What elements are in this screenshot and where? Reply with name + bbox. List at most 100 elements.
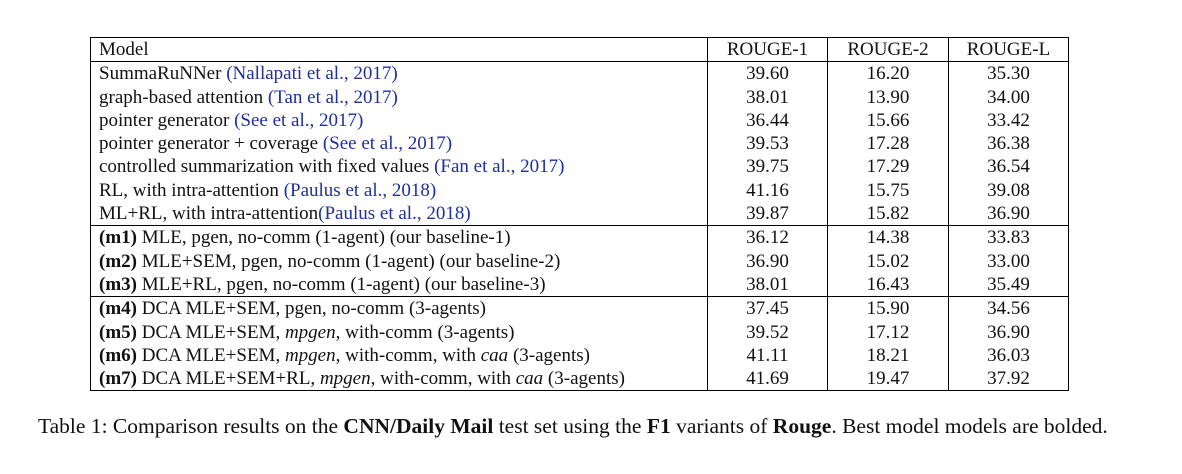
rouge-l-cell: 36.03 — [948, 343, 1069, 368]
table-row: (m7) DCA MLE+SEM+RL, mpgen, with-comm, w… — [90, 367, 1069, 391]
text-segment: MLE, pgen, no-comm (1-agent) (our baseli… — [136, 227, 511, 249]
citation: (See et al., 2017) — [322, 133, 453, 155]
rouge-2-cell: 16.20 — [827, 61, 949, 86]
rouge-1-cell: 36.44 — [707, 108, 828, 133]
rouge-1-cell: 41.16 — [707, 178, 828, 203]
rouge-l-cell: 33.42 — [948, 108, 1069, 133]
text-segment: mpgen — [319, 368, 371, 390]
header-rouge-2: ROUGE-2 — [827, 37, 949, 62]
rouge-1-cell: 39.52 — [707, 320, 828, 344]
text-segment: , with-comm (3-agents) — [335, 321, 515, 343]
text-segment: DCA MLE+SEM, — [136, 344, 285, 366]
rouge-1-cell: 39.60 — [707, 61, 828, 86]
text-segment: pointer generator — [99, 109, 235, 131]
rouge-l-cell: 37.92 — [948, 367, 1069, 391]
rouge-2-cell: 17.28 — [827, 132, 949, 156]
text-segment: (3-agents) — [508, 344, 590, 366]
group-dca-models: (m4) DCA MLE+SEM, pgen, no-comm (3-agent… — [90, 296, 1069, 391]
rouge-l-cell: 36.54 — [948, 155, 1069, 179]
rouge-l-cell: 36.38 — [948, 132, 1069, 156]
model-cell: pointer generator + coverage (See et al.… — [90, 132, 708, 156]
text-segment: . Best model models are bolded. — [831, 414, 1108, 438]
model-cell: graph-based attention (Tan et al., 2017) — [90, 85, 708, 109]
model-id: Rouge — [772, 414, 832, 438]
model-cell: (m6) DCA MLE+SEM, mpgen, with-comm, with… — [90, 343, 708, 368]
text-segment: ML+RL, with intra-attention — [99, 203, 319, 225]
model-cell: (m2) MLE+SEM, pgen, no-comm (1-agent) (o… — [90, 249, 708, 273]
rouge-2-cell: 15.75 — [827, 178, 949, 203]
text-segment: DCA MLE+SEM, — [136, 321, 285, 343]
rouge-2-cell: 14.38 — [827, 225, 949, 250]
model-cell: ML+RL, with intra-attention(Paulus et al… — [90, 202, 708, 226]
text-segment: controlled summarization with fixed valu… — [99, 156, 435, 178]
model-cell: (m4) DCA MLE+SEM, pgen, no-comm (3-agent… — [90, 296, 708, 321]
rouge-2-cell: 15.66 — [827, 108, 949, 133]
rouge-1-cell: 39.75 — [707, 155, 828, 179]
text-segment: test set using the — [493, 414, 647, 438]
rouge-l-cell: 34.56 — [948, 296, 1069, 321]
citation: (Nallapati et al., 2017) — [226, 63, 398, 85]
model-id: (m6) — [99, 344, 137, 366]
text-segment: SummaRuNNer — [99, 63, 227, 85]
model-cell: (m3) MLE+RL, pgen, no-comm (1-agent) (ou… — [90, 272, 708, 297]
rouge-1-cell: 36.12 — [707, 225, 828, 250]
table-row: RL, with intra-attention (Paulus et al.,… — [90, 178, 1069, 203]
citation: (See et al., 2017) — [234, 109, 364, 131]
rouge-1-cell: 36.90 — [707, 249, 828, 273]
citation: (Tan et al., 2017) — [267, 86, 398, 108]
rouge-l-cell: 35.30 — [948, 61, 1069, 86]
table-row: graph-based attention (Tan et al., 2017)… — [90, 85, 1069, 109]
text-segment: , with-comm, with — [335, 344, 481, 366]
model-id: (m1) — [99, 227, 137, 249]
header-model: Model — [90, 37, 708, 62]
text-segment: mpgen — [284, 344, 336, 366]
group-prior-work: SummaRuNNer (Nallapati et al., 2017) 39.6… — [90, 61, 1069, 226]
table-row: controlled summarization with fixed valu… — [90, 155, 1069, 179]
table-row: SummaRuNNer (Nallapati et al., 2017) 39.6… — [90, 61, 1069, 86]
text-segment: caa — [480, 344, 509, 366]
text-segment: pointer generator + coverage — [99, 133, 323, 155]
results-table: Model ROUGE-1 ROUGE-2 ROUGE-L SummaRuNNe… — [90, 37, 1069, 391]
table-header: Model ROUGE-1 ROUGE-2 ROUGE-L — [90, 37, 1069, 62]
text-segment: , with-comm, with — [370, 368, 516, 390]
table-row: pointer generator + coverage (See et al.… — [90, 132, 1069, 156]
model-cell: (m5) DCA MLE+SEM, mpgen, with-comm (3-ag… — [90, 320, 708, 344]
citation: (Paulus et al., 2018) — [283, 179, 437, 201]
header-row: Model ROUGE-1 ROUGE-2 ROUGE-L — [90, 37, 1069, 62]
table-row: (m3) MLE+RL, pgen, no-comm (1-agent) (ou… — [90, 272, 1069, 297]
header-rouge-l: ROUGE-L — [948, 37, 1069, 62]
text-segment: MLE+RL, pgen, no-comm (1-agent) (our bas… — [136, 273, 546, 295]
text-segment: DCA MLE+SEM+RL, — [136, 368, 320, 390]
model-id: CNN/Daily Mail — [343, 414, 494, 438]
rouge-2-cell: 15.90 — [827, 296, 949, 321]
model-id: (m3) — [99, 273, 137, 295]
text-segment: MLE+SEM, pgen, no-comm (1-agent) (our ba… — [136, 250, 561, 272]
rouge-l-cell: 36.90 — [948, 320, 1069, 344]
rouge-l-cell: 33.83 — [948, 225, 1069, 250]
table-row: (m6) DCA MLE+SEM, mpgen, with-comm, with… — [90, 343, 1069, 368]
citation: (Fan et al., 2017) — [434, 156, 565, 178]
rouge-l-cell: 33.00 — [948, 249, 1069, 273]
model-cell: (m1) MLE, pgen, no-comm (1-agent) (our b… — [90, 225, 708, 250]
rouge-2-cell: 16.43 — [827, 272, 949, 297]
rouge-l-cell: 35.49 — [948, 272, 1069, 297]
model-cell: RL, with intra-attention (Paulus et al.,… — [90, 178, 708, 203]
rouge-1-cell: 37.45 — [707, 296, 828, 321]
rouge-2-cell: 17.29 — [827, 155, 949, 179]
rouge-1-cell: 39.53 — [707, 132, 828, 156]
table-row: ML+RL, with intra-attention(Paulus et al… — [90, 202, 1069, 226]
model-id: (m5) — [99, 321, 137, 343]
model-cell: SummaRuNNer (Nallapati et al., 2017) — [90, 61, 708, 86]
header-rouge-1: ROUGE-1 — [707, 37, 828, 62]
text-segment: variants of — [670, 414, 773, 438]
text-segment: Table 1: Comparison results on the — [38, 414, 344, 438]
table-caption: Table 1: Comparison results on the CNN/D… — [38, 412, 1138, 440]
text-segment: caa — [515, 368, 544, 390]
rouge-2-cell: 15.82 — [827, 202, 949, 226]
rouge-1-cell: 39.87 — [707, 202, 828, 226]
rouge-2-cell: 15.02 — [827, 249, 949, 273]
table-row: (m2) MLE+SEM, pgen, no-comm (1-agent) (o… — [90, 249, 1069, 273]
rouge-2-cell: 17.12 — [827, 320, 949, 344]
rouge-1-cell: 38.01 — [707, 272, 828, 297]
rouge-1-cell: 38.01 — [707, 85, 828, 109]
